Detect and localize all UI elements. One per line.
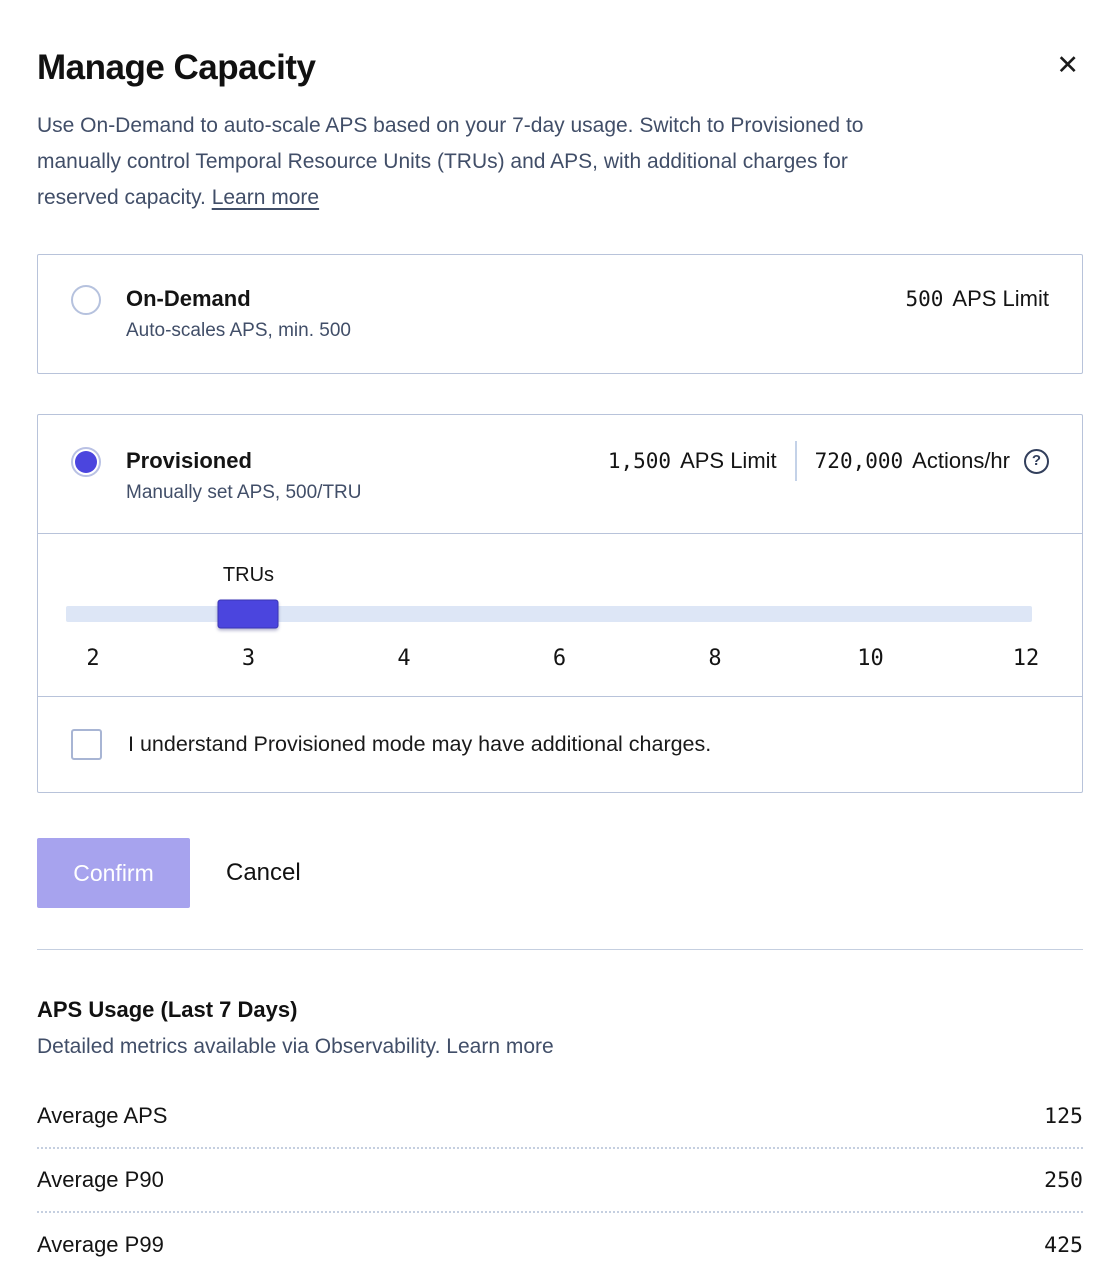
tick-label: 12 — [1012, 646, 1040, 671]
table-row: Average P99 425 — [37, 1213, 1083, 1277]
acknowledge-checkbox[interactable] — [71, 729, 102, 760]
table-row: Average P90 250 — [37, 1149, 1083, 1213]
table-row: Average APS 125 — [37, 1085, 1083, 1149]
row-value: 250 — [1044, 1167, 1083, 1193]
provisioned-aps-value: 1,500 — [607, 449, 672, 473]
tick-label: 10 — [857, 646, 884, 671]
provisioned-group: Provisioned Manually set APS, 500/TRU 1,… — [37, 414, 1083, 793]
on-demand-aps-limit: 500 APS Limit — [905, 286, 1049, 311]
provisioned-aps-unit: APS Limit — [680, 448, 777, 473]
usage-learn-more-link[interactable]: Learn more — [446, 1035, 554, 1058]
option-card-provisioned[interactable]: Provisioned Manually set APS, 500/TRU 1,… — [38, 415, 1082, 533]
on-demand-label: On-Demand — [126, 286, 251, 311]
description-line: reserved capacity. Learn more — [37, 186, 320, 209]
section-divider — [37, 949, 1083, 950]
row-value: 425 — [1044, 1232, 1083, 1258]
slider-track[interactable] — [66, 606, 1032, 622]
provisioned-actions-value: 720,000 — [814, 449, 904, 473]
on-demand-sublabel: Auto-scales APS, min. 500 — [126, 320, 351, 341]
row-value: 125 — [1044, 1103, 1083, 1129]
cancel-button[interactable]: Cancel — [226, 859, 301, 886]
modal-description: Use On-Demand to auto-scale APS based on… — [37, 108, 1083, 216]
radio-provisioned-icon[interactable] — [71, 447, 101, 477]
row-label: Average P99 — [37, 1232, 164, 1257]
row-label: Average APS — [37, 1103, 168, 1128]
on-demand-aps-unit: APS Limit — [952, 286, 1049, 311]
tick-label: 3 — [241, 646, 256, 671]
description-line: manually control Temporal Resource Units… — [37, 150, 848, 173]
usage-subtitle: Detailed metrics available via Observabi… — [37, 1035, 554, 1058]
description-line: Use On-Demand to auto-scale APS based on… — [37, 114, 864, 137]
page-title: Manage Capacity — [37, 48, 316, 87]
tick-label: 4 — [397, 646, 411, 671]
on-demand-option: On-Demand Auto-scales APS, min. 500 — [71, 285, 351, 341]
tick-label: 6 — [552, 646, 567, 671]
slider-tick-labels: 2 3 4 6 8 10 12 — [66, 646, 1039, 672]
help-icon[interactable]: ? — [1024, 448, 1049, 474]
tick-label: 2 — [86, 646, 100, 671]
confirm-button[interactable]: Confirm — [37, 838, 190, 908]
close-icon[interactable]: ✕ — [1052, 50, 1083, 80]
provisioned-metrics: 1,500 APS Limit 720,000 Actions/hr ? — [607, 441, 1049, 481]
usage-title: APS Usage (Last 7 Days) — [37, 997, 298, 1022]
modal-header: Manage Capacity ✕ — [37, 48, 1083, 88]
usage-table: Average APS 125 Average P90 250 Average … — [37, 1085, 1083, 1277]
radio-on-demand-icon[interactable] — [71, 285, 101, 315]
vertical-divider — [794, 441, 797, 481]
provisioned-actions-unit: Actions/hr — [912, 448, 1010, 473]
modal-actions: Confirm Cancel — [37, 838, 1083, 908]
tick-label: 8 — [708, 646, 722, 671]
acknowledge-row: I understand Provisioned mode may have a… — [38, 696, 1082, 792]
learn-more-link[interactable]: Learn more — [211, 186, 320, 209]
provisioned-label: Provisioned — [126, 448, 252, 473]
acknowledge-label[interactable]: I understand Provisioned mode may have a… — [128, 732, 712, 756]
option-card-on-demand[interactable]: On-Demand Auto-scales APS, min. 500 500 … — [37, 254, 1083, 374]
aps-usage-section: APS Usage (Last 7 Days) Detailed metrics… — [37, 998, 1083, 1277]
slider-label: TRUs — [222, 564, 275, 586]
on-demand-aps-value: 500 — [905, 287, 944, 311]
tru-slider-section: TRUs 2 3 4 6 8 10 12 — [38, 533, 1082, 696]
provisioned-sublabel: Manually set APS, 500/TRU — [126, 482, 362, 503]
row-label: Average P90 — [37, 1167, 164, 1192]
slider-thumb[interactable] — [217, 599, 279, 629]
